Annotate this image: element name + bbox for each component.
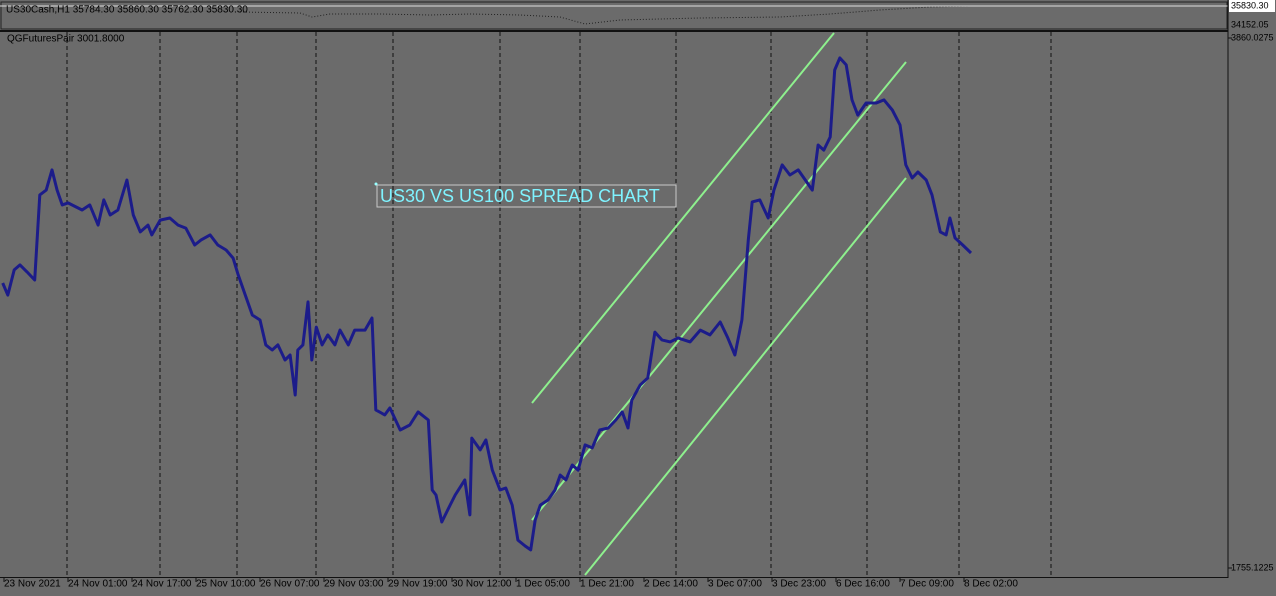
indicator-title: QGFuturesPair 3001.8000 xyxy=(7,34,125,45)
x-tick-label: 2 Dec 14:00 xyxy=(644,579,698,590)
x-tick-label: 26 Nov 07:00 xyxy=(260,579,320,590)
y-tick-label: 3860.0275 xyxy=(1231,32,1274,42)
x-tick-label: 25 Nov 10:00 xyxy=(196,579,256,590)
x-tick-label: 3 Dec 07:00 xyxy=(708,579,762,590)
x-tick-label: 3 Dec 23:00 xyxy=(772,579,826,590)
x-tick-label: 29 Nov 19:00 xyxy=(388,579,448,590)
spread-line xyxy=(1,56,973,552)
x-tick-label: 30 Nov 12:00 xyxy=(452,579,512,590)
x-tick-label: 29 Nov 03:00 xyxy=(324,579,384,590)
x-tick-label: 7 Dec 09:00 xyxy=(900,579,954,590)
x-tick-label: 1 Dec 05:00 xyxy=(516,579,570,590)
main-price-bars xyxy=(239,5,971,25)
price-label: 35830.30 xyxy=(1231,0,1269,10)
x-tick-label: 1 Dec 21:00 xyxy=(580,579,634,590)
x-tick-label: 24 Nov 01:00 xyxy=(68,579,128,590)
x-tick-label: 24 Nov 17:00 xyxy=(132,579,192,590)
x-tick-label: 6 Dec 16:00 xyxy=(836,579,890,590)
y-tick-label: 1755.1225 xyxy=(1231,562,1274,572)
annotation: US30 VS US100 SPREAD CHART xyxy=(380,186,660,206)
annotation-box xyxy=(376,184,677,208)
x-tick-label: 23 Nov 2021 xyxy=(4,579,61,590)
main-header: US30Cash,H1 35784.30 35860.30 35762.30 3… xyxy=(6,5,248,16)
price-label-box xyxy=(1229,0,1275,12)
x-tick-label: 8 Dec 02:00 xyxy=(964,579,1018,590)
price-label: 34152.05 xyxy=(1231,19,1269,29)
annotation-anchor xyxy=(374,182,378,186)
